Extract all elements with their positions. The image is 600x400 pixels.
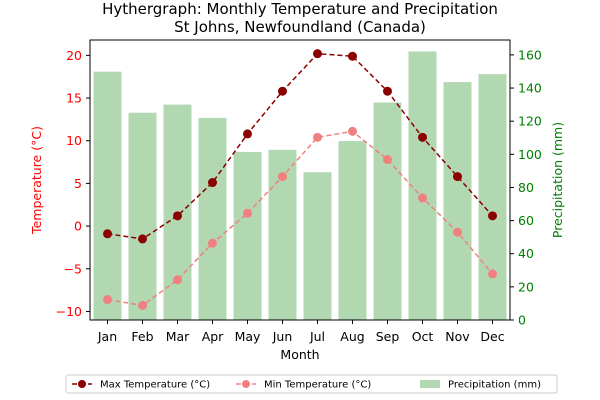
x-tick-label-jul: Jul — [309, 329, 325, 344]
precipitation-bar-sep — [373, 102, 402, 320]
left-tick-label-5: 5 — [74, 176, 82, 191]
legend-max-temperature-marker — [78, 380, 86, 388]
min-temperature-point-feb — [138, 300, 147, 310]
left-tick-label--5: −5 — [64, 261, 82, 276]
x-tick-label-dec: Dec — [480, 329, 504, 344]
x-tick-label-oct: Oct — [412, 329, 434, 344]
min-temperature-point-sep — [383, 155, 392, 165]
x-tick-label-sep: Sep — [376, 329, 400, 344]
right-tick-label-140: 140 — [518, 81, 542, 96]
min-temperature-point-jul — [313, 132, 322, 142]
min-temperature-point-dec — [488, 269, 497, 279]
min-temperature-point-mar — [173, 275, 182, 285]
legend-max-temperature-label: Max Temperature (°C) — [100, 380, 210, 391]
left-tick-label-10: 10 — [66, 133, 82, 148]
right-tick-label-120: 120 — [518, 114, 542, 129]
precipitation-bar-nov — [443, 82, 472, 320]
max-temperature-point-apr — [208, 178, 217, 188]
right-axis-label: Precipitation (mm) — [550, 122, 565, 238]
max-temperature-point-may — [243, 129, 252, 139]
x-axis-label: Month — [280, 347, 319, 362]
min-temperature-point-may — [243, 208, 252, 218]
right-tick-label-40: 40 — [518, 246, 534, 261]
legend-precipitation-label: Precipitation (mm) — [448, 380, 541, 391]
max-temperature-point-jun — [278, 86, 287, 96]
precipitation-bar-dec — [478, 74, 507, 320]
legend-box — [65, 374, 558, 394]
left-tick-label-0: 0 — [74, 219, 82, 234]
x-tick-label-apr: Apr — [202, 329, 224, 344]
max-temperature-point-dec — [488, 211, 497, 221]
max-temperature-point-sep — [383, 86, 392, 96]
right-tick-label-60: 60 — [518, 213, 534, 228]
plot-frame — [89, 39, 511, 321]
x-tick-label-feb: Feb — [131, 329, 153, 344]
precipitation-bar-may — [233, 152, 262, 320]
precipitation-bar-aug — [338, 141, 367, 320]
left-axis-label: Temperature (°C) — [29, 126, 44, 235]
precipitation-bar-apr — [198, 117, 227, 321]
precipitation-bars — [93, 51, 507, 321]
max-temperature-line — [107, 52, 494, 240]
precipitation-bar-oct — [408, 51, 437, 321]
chart-legend: Max Temperature (°C) Min Temperature (°C)… — [65, 374, 558, 394]
precipitation-bar-jan — [93, 71, 122, 320]
legend-min-temperature-label: Min Temperature (°C) — [264, 380, 371, 391]
chart-title-line-1: Hythergraph: Monthly Temperature and Pre… — [102, 0, 498, 18]
x-axis: Jan Feb Mar Apr May Jun Jul Aug Sep Oct Nov Dec — [97, 320, 505, 344]
min-temperature-point-nov — [453, 227, 462, 237]
chart-title-line-2: St Johns, Newfoundland (Canada) — [174, 18, 426, 36]
min-temperature-point-jan — [103, 295, 112, 305]
left-tick-label--10: −10 — [56, 304, 82, 319]
right-tick-label-100: 100 — [518, 147, 542, 162]
max-temperature-point-nov — [453, 172, 462, 182]
x-tick-label-nov: Nov — [445, 329, 470, 344]
max-temperature-point-feb — [138, 234, 147, 244]
min-temperature-point-jun — [278, 172, 287, 182]
precipitation-bar-feb — [128, 112, 157, 320]
left-tick-label-15: 15 — [66, 91, 82, 106]
x-tick-label-jan: Jan — [97, 329, 117, 344]
min-temperature-point-aug — [348, 126, 357, 136]
precipitation-bar-jul — [303, 172, 332, 320]
left-temperature-axis: −10 −5 0 5 10 15 20 — [56, 48, 90, 319]
min-temperature-point-apr — [208, 238, 217, 248]
right-tick-label-160: 160 — [518, 47, 542, 62]
legend-precipitation-swatch — [420, 380, 440, 388]
x-tick-label-mar: Mar — [166, 329, 190, 344]
legend-min-temperature-marker — [242, 380, 250, 388]
left-tick-label-20: 20 — [66, 48, 82, 63]
x-tick-label-may: May — [235, 329, 261, 344]
right-precipitation-axis: 0 20 40 60 80 100 120 140 160 — [510, 47, 542, 328]
max-temperature-point-mar — [173, 211, 182, 221]
max-temperature-point-jan — [103, 229, 112, 239]
min-temperature-point-oct — [418, 193, 427, 203]
x-tick-label-aug: Aug — [340, 329, 364, 344]
right-tick-label-80: 80 — [518, 180, 534, 195]
max-temperature-point-aug — [348, 51, 357, 61]
right-tick-label-20: 20 — [518, 279, 534, 294]
max-temperature-point-oct — [418, 132, 427, 142]
x-tick-label-jun: Jun — [272, 329, 293, 344]
right-tick-label-0: 0 — [518, 313, 526, 328]
temperature-lines — [103, 49, 497, 310]
chart-title: Hythergraph: Monthly Temperature and Pre… — [102, 0, 498, 36]
min-temperature-line — [107, 130, 494, 307]
max-temperature-point-jul — [313, 49, 322, 59]
